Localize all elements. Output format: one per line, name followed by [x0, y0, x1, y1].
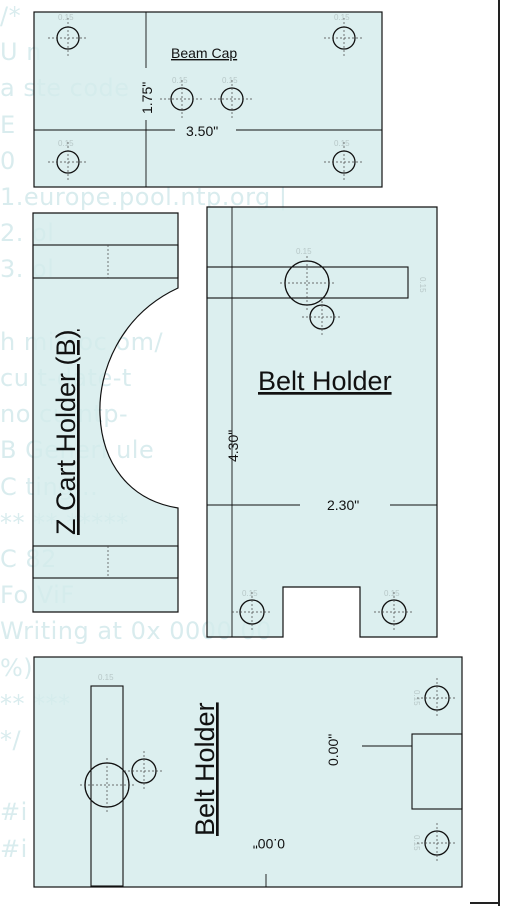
background-code-line: #i [0, 834, 28, 863]
belt-holder-2-title: Belt Holder [190, 702, 220, 836]
hole: 0.15 [412, 678, 457, 718]
beam-cap-title: Beam Cap [171, 45, 237, 61]
belt-holder-vertical-part: 0.15 0.15 0.15 0.15 Belt Holder 4.30" 2.… [206, 206, 438, 638]
background-code-line: E [0, 110, 16, 139]
beam-cap-part: 0.15 0.15 0.15 0.15 0.15 [33, 11, 383, 188]
belt-holder-2-dim-inverted: 0.00" [253, 836, 285, 852]
belt-holder-width-dim: 2.30" [327, 497, 359, 513]
belt-holder-height-dim: 4.30" [225, 430, 241, 462]
z-cart-holder-part: Z Cart Holder (B) [32, 212, 179, 613]
slot [90, 685, 124, 887]
belt-holder-title: Belt Holder [258, 366, 392, 396]
slot [32, 545, 179, 579]
hole-size-label: 0.15 [412, 690, 421, 706]
z-cart-holder-outline [32, 212, 179, 613]
hole-size-label: 0.15 [58, 139, 74, 148]
hole [80, 758, 134, 812]
hole-size-label: 0.15 [222, 76, 238, 85]
slot-size-label: 0.15 [98, 673, 114, 682]
hole-size-label: 0.15 [384, 589, 400, 598]
right-edge-rule [498, 0, 500, 906]
belt-holder-horizontal-part: 0.15 0.15 0.15 Belt Holder 0.00" 0.00" [33, 656, 463, 888]
hole: 0.15 [160, 76, 204, 118]
hole-size-label: 0.15 [334, 13, 350, 22]
slot-size-label: 0.15 [418, 277, 427, 293]
z-cart-holder-title: Z Cart Holder (B) [51, 329, 81, 535]
hole-size-label: 0.15 [296, 247, 312, 256]
beam-cap-width-dim: 3.50" [186, 123, 218, 139]
hole: 0.15 [48, 139, 88, 182]
hole: 0.15 [374, 589, 414, 632]
hole: 0.15 [324, 13, 364, 58]
hole-size-label: 0.15 [172, 76, 188, 85]
background-code-line: #i [0, 798, 28, 827]
background-code-line: %) [0, 653, 34, 682]
hole: 0.15 [232, 589, 272, 632]
background-code-line: */ [0, 726, 22, 754]
hole: 0.15 [48, 13, 88, 58]
bottom-edge-rule [470, 902, 500, 904]
beam-cap-outline [33, 11, 383, 188]
hole: 0.15 [280, 247, 334, 310]
belt-holder-2-outline [33, 656, 463, 888]
slot [206, 266, 409, 299]
background-code-line: 0 [0, 146, 16, 175]
hole: 0.15 [324, 139, 364, 182]
belt-holder-2-dim-vertical: 0.00" [325, 734, 341, 766]
background-code-line: /* [0, 2, 22, 30]
belt-holder-outline [206, 206, 438, 638]
hole-size-label: 0.15 [334, 139, 350, 148]
hole [124, 751, 164, 791]
slot [411, 733, 463, 810]
hole-size-label: 0.15 [58, 13, 74, 22]
slot [32, 244, 179, 279]
background-code-line: 1.europe.pool.ntp.org | [0, 183, 288, 211]
hole: 0.15 [412, 823, 457, 863]
hole-size-label: 0.15 [242, 589, 258, 598]
hole: 0.15 [210, 76, 254, 118]
hole-size-label: 0.15 [412, 835, 421, 851]
beam-cap-height-dim: 1.75" [139, 82, 155, 114]
hole [302, 297, 342, 337]
